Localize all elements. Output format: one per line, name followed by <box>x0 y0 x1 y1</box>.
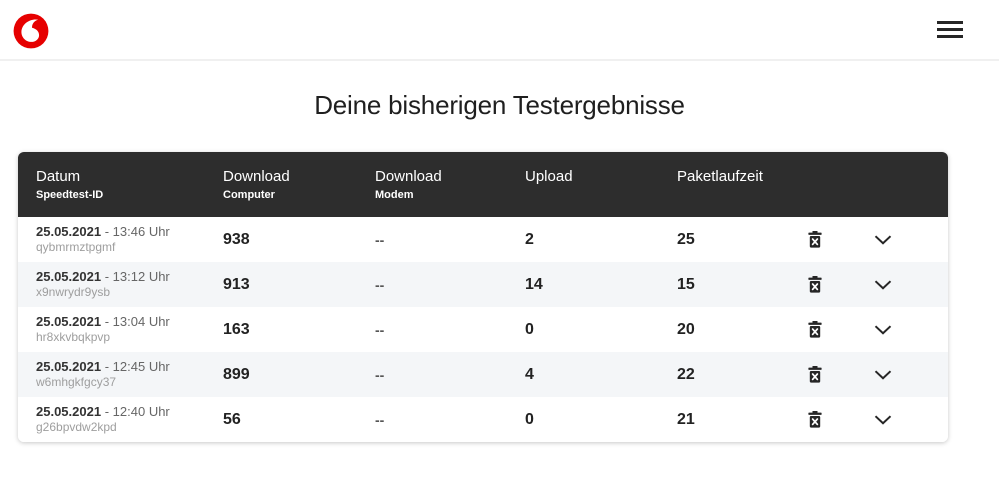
trash-delete-icon <box>807 321 822 338</box>
expand-result-button[interactable] <box>870 366 896 384</box>
result-datetime: 25.05.2021 - 12:40 Uhr <box>36 404 223 420</box>
result-date-cell: 25.05.2021 - 12:45 Uhr w6mhgkfgcy37 <box>18 359 223 390</box>
chevron-down-icon <box>874 234 892 245</box>
page-title: Deine bisherigen Testergebnisse <box>314 90 685 120</box>
column-label: Datum <box>36 168 81 185</box>
speedtest-id: hr8xkvbqkpvp <box>36 330 111 345</box>
table-row: 25.05.2021 - 13:12 Uhr x9nwrydr9ysb 913 … <box>18 262 948 307</box>
column-sublabel <box>677 189 787 201</box>
result-date: 25.05.2021 <box>36 313 102 329</box>
result-date-cell: 25.05.2021 - 13:04 Uhr hr8xkvbqkpvp <box>18 314 223 345</box>
chevron-down-icon <box>874 414 892 425</box>
delete-result-button[interactable] <box>804 362 826 387</box>
expand-result-button[interactable] <box>870 321 896 339</box>
result-date: 25.05.2021 <box>36 358 102 374</box>
column-label: Paketlaufzeit <box>677 168 763 185</box>
column-header-download-modem: Download Modem <box>375 168 525 201</box>
column-sublabel: Computer <box>223 189 275 201</box>
result-datetime: 25.05.2021 - 13:12 Uhr <box>36 269 223 285</box>
delete-result-button[interactable] <box>804 317 826 342</box>
column-sublabel: Modem <box>375 189 414 201</box>
download-modem-value: -- <box>375 231 385 248</box>
chevron-down-icon <box>874 279 892 290</box>
download-computer-value: 163 <box>223 320 250 338</box>
result-datetime: 25.05.2021 - 13:46 Uhr <box>36 224 223 240</box>
hamburger-menu-icon[interactable] <box>937 21 963 38</box>
expand-result-button[interactable] <box>870 276 896 294</box>
table-row: 25.05.2021 - 13:04 Uhr hr8xkvbqkpvp 163 … <box>18 307 948 352</box>
column-header-datum: Datum Speedtest-ID <box>18 168 223 201</box>
table-body: 25.05.2021 - 13:46 Uhr qybmrmztpgmf 938 … <box>18 217 948 442</box>
delete-result-button[interactable] <box>804 227 826 252</box>
result-date: 25.05.2021 <box>36 223 102 239</box>
trash-delete-icon <box>807 276 822 293</box>
download-modem-value: -- <box>375 321 385 338</box>
column-label: Download <box>223 168 290 185</box>
column-label: Upload <box>525 168 573 185</box>
expand-result-button[interactable] <box>870 231 896 249</box>
download-computer-value: 899 <box>223 365 250 383</box>
top-navigation-bar <box>0 0 999 61</box>
speedtest-results-table: Datum Speedtest-ID Download Computer Dow… <box>18 152 948 442</box>
column-sublabel: Speedtest-ID <box>36 189 104 201</box>
trash-delete-icon <box>807 231 822 248</box>
trash-delete-icon <box>807 366 822 383</box>
column-header-paketlaufzeit: Paketlaufzeit <box>677 168 787 201</box>
paketlaufzeit-value: 22 <box>677 365 695 383</box>
download-modem-value: -- <box>375 276 385 293</box>
vodafone-logo[interactable] <box>12 12 50 50</box>
datetime-separator: - <box>104 313 110 329</box>
paketlaufzeit-value: 21 <box>677 410 695 428</box>
table-row: 25.05.2021 - 12:45 Uhr w6mhgkfgcy37 899 … <box>18 352 948 397</box>
result-time: 12:40 Uhr <box>112 403 170 419</box>
result-time: 13:46 Uhr <box>112 223 170 239</box>
column-header-download-computer: Download Computer <box>223 168 375 201</box>
result-datetime: 25.05.2021 - 12:45 Uhr <box>36 359 223 375</box>
result-date: 25.05.2021 <box>36 403 102 419</box>
download-computer-value: 913 <box>223 275 250 293</box>
table-header-row: Datum Speedtest-ID Download Computer Dow… <box>18 152 948 217</box>
column-label: Download <box>375 168 442 185</box>
speedtest-id: w6mhgkfgcy37 <box>36 375 117 390</box>
download-computer-value: 938 <box>223 230 250 248</box>
upload-value: 0 <box>525 320 534 338</box>
download-computer-value: 56 <box>223 410 241 428</box>
result-time: 13:04 Uhr <box>112 313 170 329</box>
datetime-separator: - <box>104 403 110 419</box>
paketlaufzeit-value: 20 <box>677 320 695 338</box>
upload-value: 0 <box>525 410 534 428</box>
speedtest-id: qybmrmztpgmf <box>36 240 116 255</box>
chevron-down-icon <box>874 369 892 380</box>
datetime-separator: - <box>104 268 110 284</box>
result-date-cell: 25.05.2021 - 12:40 Uhr g26bpvdw2kpd <box>18 404 223 435</box>
result-date-cell: 25.05.2021 - 13:12 Uhr x9nwrydr9ysb <box>18 269 223 300</box>
result-date: 25.05.2021 <box>36 268 102 284</box>
result-datetime: 25.05.2021 - 13:04 Uhr <box>36 314 223 330</box>
column-header-upload: Upload <box>525 168 677 201</box>
speedtest-id: x9nwrydr9ysb <box>36 285 111 300</box>
upload-value: 14 <box>525 275 543 293</box>
download-modem-value: -- <box>375 366 385 383</box>
result-time: 13:12 Uhr <box>112 268 170 284</box>
delete-result-button[interactable] <box>804 407 826 432</box>
upload-value: 2 <box>525 230 534 248</box>
chevron-down-icon <box>874 324 892 335</box>
paketlaufzeit-value: 15 <box>677 275 695 293</box>
speedtest-id: g26bpvdw2kpd <box>36 420 117 435</box>
table-row: 25.05.2021 - 13:46 Uhr qybmrmztpgmf 938 … <box>18 217 948 262</box>
download-modem-value: -- <box>375 411 385 428</box>
datetime-separator: - <box>104 223 110 239</box>
delete-result-button[interactable] <box>804 272 826 297</box>
upload-value: 4 <box>525 365 534 383</box>
column-sublabel <box>525 189 677 201</box>
table-row: 25.05.2021 - 12:40 Uhr g26bpvdw2kpd 56 -… <box>18 397 948 442</box>
result-date-cell: 25.05.2021 - 13:46 Uhr qybmrmztpgmf <box>18 224 223 255</box>
datetime-separator: - <box>104 358 110 374</box>
trash-delete-icon <box>807 411 822 428</box>
vodafone-logo-icon <box>13 13 49 48</box>
paketlaufzeit-value: 25 <box>677 230 695 248</box>
result-time: 12:45 Uhr <box>112 358 170 374</box>
expand-result-button[interactable] <box>870 411 896 429</box>
